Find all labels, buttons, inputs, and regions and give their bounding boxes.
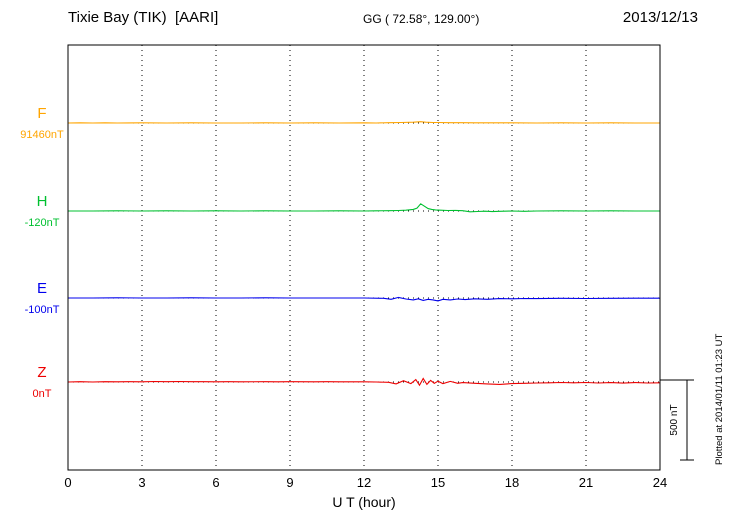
series-baseline-value-E: -100nT [25, 304, 60, 316]
geographic-coordinates: GG ( 72.58°, 129.00°) [363, 12, 480, 26]
series-label-H: H [37, 193, 48, 210]
trace-H [68, 203, 660, 213]
series-baseline-value-Z: 0nT [33, 388, 52, 400]
trace-Z [67, 377, 661, 387]
station-title: Tixie Bay (TIK) [AARI] [68, 9, 219, 26]
x-tick-label: 18 [505, 475, 519, 490]
plotted-at-note: Plotted at 2014/01/11 01:23 UT [714, 333, 725, 465]
series-label-E: E [37, 280, 47, 297]
x-tick-label: 21 [579, 475, 593, 490]
plot-frame [67, 44, 661, 471]
scale-bar-label: 500 nT [669, 404, 680, 435]
trace-F [67, 121, 660, 124]
series-label-F: F [37, 105, 46, 122]
x-tick-label: 9 [286, 475, 293, 490]
series-label-Z: Z [37, 364, 46, 381]
x-tick-label: 0 [64, 475, 71, 490]
x-tick-label: 24 [653, 475, 667, 490]
x-tick-label: 15 [431, 475, 445, 490]
series-baseline-value-H: -120nT [25, 217, 60, 229]
x-tick-label: 6 [212, 475, 219, 490]
x-tick-label: 12 [357, 475, 371, 490]
x-axis-label: U T (hour) [332, 494, 395, 510]
x-tick-label: 3 [138, 475, 145, 490]
plot-date: 2013/12/13 [622, 9, 698, 26]
trace-E [68, 296, 660, 302]
series-baseline-value-F: 91460nT [20, 129, 64, 141]
